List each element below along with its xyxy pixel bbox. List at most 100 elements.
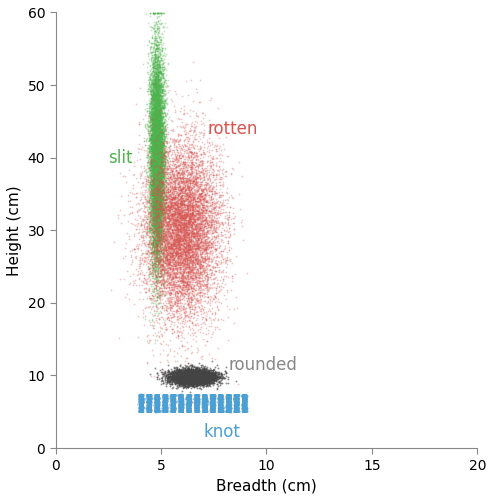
Point — [178, 368, 186, 376]
Point — [150, 90, 158, 98]
Point — [151, 124, 159, 132]
Point — [185, 401, 193, 409]
Point — [209, 392, 217, 400]
Point — [194, 368, 202, 376]
Point — [181, 374, 189, 382]
Point — [208, 372, 216, 380]
Point — [202, 237, 210, 245]
Point — [154, 177, 162, 185]
Point — [152, 394, 160, 402]
Point — [231, 400, 239, 408]
Point — [154, 149, 162, 157]
Point — [241, 400, 249, 408]
Point — [153, 137, 161, 145]
Point — [153, 175, 161, 183]
Point — [153, 20, 161, 28]
Point — [149, 136, 157, 143]
Point — [215, 406, 223, 414]
Point — [153, 404, 161, 411]
Point — [184, 400, 192, 408]
Point — [179, 212, 187, 220]
Point — [155, 278, 163, 286]
Point — [147, 214, 155, 222]
Point — [182, 270, 190, 278]
Point — [196, 292, 204, 300]
Point — [208, 371, 215, 379]
Point — [178, 394, 186, 402]
Point — [161, 270, 169, 278]
Point — [157, 158, 165, 166]
Point — [198, 294, 206, 302]
Point — [216, 407, 224, 415]
Point — [174, 168, 181, 176]
Point — [206, 233, 213, 241]
Point — [154, 138, 162, 145]
Point — [154, 204, 162, 212]
Point — [156, 112, 164, 120]
Point — [153, 222, 161, 230]
Point — [203, 246, 211, 254]
Point — [178, 208, 186, 216]
Point — [145, 401, 153, 409]
Point — [152, 174, 160, 182]
Point — [242, 404, 249, 411]
Point — [155, 166, 163, 173]
Point — [239, 404, 247, 411]
Point — [155, 140, 163, 148]
Point — [161, 392, 169, 400]
Point — [154, 182, 162, 190]
Point — [145, 102, 153, 110]
Point — [200, 373, 208, 381]
Point — [158, 179, 166, 187]
Point — [153, 394, 161, 402]
Point — [165, 237, 173, 245]
Point — [148, 160, 156, 168]
Point — [152, 134, 160, 141]
Point — [176, 254, 184, 262]
Point — [155, 208, 163, 216]
Point — [161, 128, 169, 136]
Point — [164, 218, 172, 226]
Point — [146, 404, 154, 411]
Point — [158, 138, 166, 145]
Point — [154, 150, 162, 158]
Point — [148, 120, 156, 128]
Point — [165, 284, 173, 292]
Point — [157, 208, 165, 216]
Point — [187, 232, 195, 239]
Point — [154, 82, 162, 90]
Point — [177, 404, 185, 411]
Point — [152, 92, 160, 100]
Point — [190, 214, 198, 222]
Point — [183, 188, 191, 196]
Point — [166, 299, 174, 307]
Point — [162, 394, 170, 402]
Point — [165, 372, 173, 380]
Point — [152, 239, 160, 247]
Point — [149, 202, 157, 210]
Point — [186, 216, 194, 224]
Point — [190, 221, 198, 229]
Point — [242, 407, 249, 415]
Point — [148, 191, 156, 199]
Point — [150, 260, 158, 268]
Point — [154, 196, 162, 204]
Point — [219, 202, 227, 209]
Point — [152, 164, 160, 172]
Point — [153, 232, 161, 240]
Point — [216, 398, 224, 406]
Point — [137, 394, 145, 402]
Point — [202, 376, 210, 384]
Point — [144, 394, 152, 402]
Point — [199, 192, 207, 200]
Point — [176, 406, 183, 414]
Point — [146, 158, 154, 166]
Point — [241, 398, 248, 406]
Point — [151, 130, 159, 138]
Point — [151, 192, 159, 200]
Point — [183, 374, 191, 382]
Point — [188, 378, 196, 386]
Point — [210, 400, 217, 408]
Point — [171, 368, 179, 376]
Point — [241, 398, 249, 406]
